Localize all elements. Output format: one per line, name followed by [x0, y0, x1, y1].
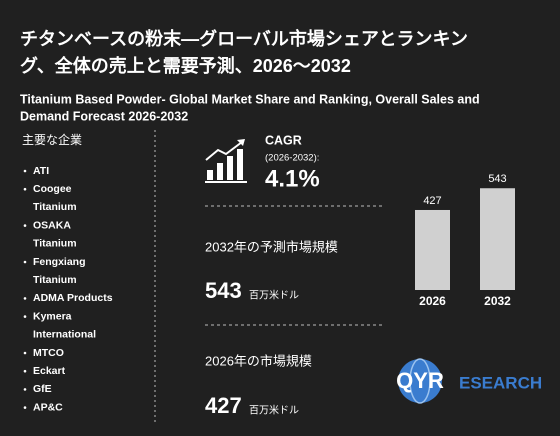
logo: QYR ESEARCH [396, 358, 542, 404]
company-name: Fengxiang [33, 256, 86, 268]
logo-globe [398, 359, 442, 403]
bar [415, 209, 450, 290]
x-tick-label: 2026 [419, 294, 446, 308]
bullet [23, 224, 27, 227]
bullet [23, 187, 27, 191]
current-unit: 百万米ドル [249, 404, 299, 417]
subtitle: Titanium Based Powder- Global Market Sha… [20, 92, 480, 106]
bullet [23, 297, 27, 300]
bullet [23, 315, 27, 318]
cagr-value: 4.1% [265, 165, 320, 192]
company-name: Titanium [33, 201, 77, 213]
bullet [23, 169, 27, 173]
forecast-value: 543 [205, 278, 242, 303]
logo-text: ESEARCH [459, 373, 542, 392]
forecast-unit: 百万米ドル [249, 289, 299, 302]
company-name: International [33, 329, 96, 341]
bullet [23, 388, 27, 391]
company-name: AP&C [33, 401, 63, 413]
company-name: Titanium [33, 238, 77, 250]
company-name: Titanium [33, 274, 77, 286]
cagr-period: (2026-2032): [265, 153, 319, 164]
company-name: MTCO [33, 347, 64, 359]
value-label: 543 [488, 173, 506, 185]
logo-mark: QYR [396, 368, 444, 393]
current-label: 2026年の市場規模 [205, 353, 312, 368]
company-name: Kymera [33, 310, 72, 322]
current-value: 427 [205, 393, 242, 418]
bar [480, 188, 515, 290]
companies-heading: 主要な企業 [22, 132, 82, 147]
bullet [23, 260, 27, 264]
company-name: OSAKA [33, 219, 71, 231]
bullet [23, 406, 27, 409]
company-name: Eckart [33, 365, 66, 377]
bullet [23, 351, 27, 355]
company-name: GfE [33, 383, 52, 395]
title: グ、全体の売上と需要予測、2026～2032 [20, 55, 351, 76]
subtitle: Demand Forecast 2026-2032 [20, 109, 188, 123]
growth-icon [205, 139, 247, 183]
company-name: ADMA Products [33, 292, 113, 304]
forecast-label: 2032年の予測市場規模 [205, 239, 338, 254]
bullet [23, 369, 27, 373]
company-name: Coogee [33, 183, 72, 195]
cagr-label: CAGR [265, 133, 302, 147]
company-name: ATI [33, 165, 49, 177]
title: チタンベースの粉末—グローバル市場シェアとランキン [20, 28, 468, 49]
x-tick-label: 2032 [484, 294, 511, 308]
value-label: 427 [423, 195, 441, 207]
